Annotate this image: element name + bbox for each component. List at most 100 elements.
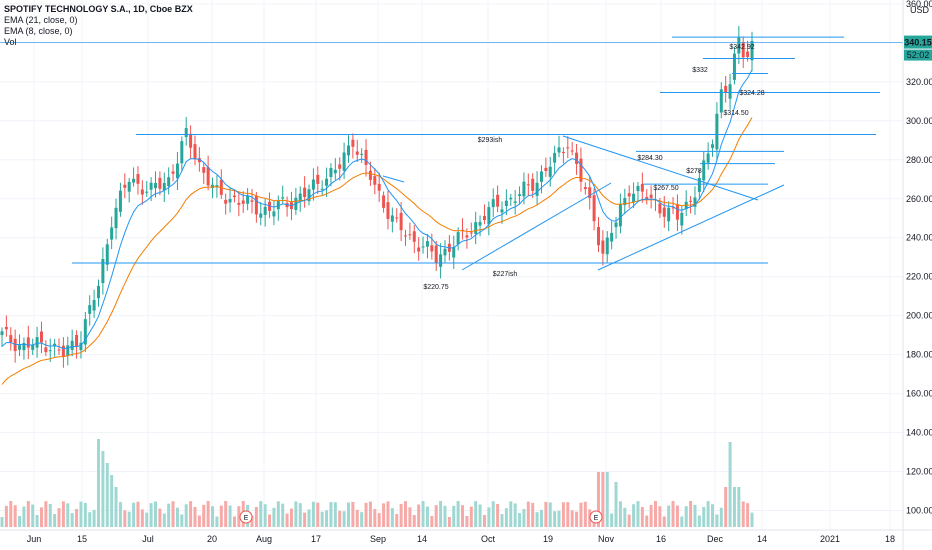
volume-bar (478, 504, 482, 527)
candle-body (298, 193, 302, 202)
candle-body (35, 337, 39, 348)
candle-body (724, 85, 728, 93)
volume-bar (557, 510, 561, 527)
volume-bar (276, 501, 280, 527)
price-annotation: $342.92 (729, 44, 754, 51)
volume-bar (346, 502, 350, 527)
time-tick-label: Nov (598, 534, 615, 544)
time-axis[interactable]: Jun 15 Jul 20 Aug 17 Sep 14 Oct 19 Nov 16 Dec 14 2021 1… (27, 534, 895, 544)
candle-body (215, 185, 219, 188)
volume-bar (487, 507, 491, 527)
candle-body (632, 193, 636, 203)
symbol-title[interactable]: SPOTIFY TECHNOLOGY S.A., 1D, Cboe BZX (4, 4, 193, 14)
candle-body (241, 200, 245, 204)
candle-body (88, 305, 92, 314)
volume-bar (395, 514, 399, 527)
volume-bar (373, 509, 377, 527)
price-tick-label: 180.00 (906, 350, 932, 360)
time-tick-label: Dec (707, 534, 724, 544)
candle-body (162, 182, 166, 191)
candle-body (649, 194, 653, 198)
volume-bar (127, 511, 131, 527)
volume-bar (421, 501, 425, 527)
candle-body (325, 178, 329, 186)
candle-body (675, 204, 679, 220)
volume-bar (711, 504, 715, 527)
time-tick-label: 14 (417, 534, 427, 544)
candle-body (548, 166, 552, 177)
volume-bar (531, 502, 535, 527)
volume-bar (66, 503, 70, 527)
volume-bar (509, 501, 513, 527)
volume-bar (535, 512, 539, 527)
candle-body (66, 345, 70, 357)
volume-bar (123, 510, 127, 527)
ema8-legend[interactable]: EMA (8, close, 0) (4, 26, 73, 36)
candle-body (211, 184, 215, 188)
volume-bar (443, 505, 447, 527)
volume-bar (377, 513, 381, 527)
price-tick-label: 200.00 (906, 311, 932, 321)
candle-body (461, 229, 465, 231)
price-tick-label: 300.00 (906, 116, 932, 126)
volume-bar (254, 506, 258, 527)
candle-body (149, 182, 153, 190)
volume-bar (4, 505, 8, 527)
candle-body (175, 163, 179, 179)
candle-body (623, 198, 627, 206)
volume-bar (504, 508, 508, 527)
candle-body (566, 147, 570, 149)
candle-body (259, 213, 263, 218)
volume-bar (627, 514, 631, 527)
candle-body (338, 164, 342, 169)
candle-body (478, 221, 482, 226)
candle-body (715, 113, 719, 150)
candle-body (101, 259, 105, 284)
candle-body (136, 174, 140, 184)
candle-body (588, 187, 592, 199)
volume-bar (649, 504, 653, 527)
candle-body (509, 197, 513, 200)
volume-bar (728, 442, 732, 527)
candle-body (750, 40, 754, 61)
candle-body (443, 248, 447, 256)
volume-bar (285, 513, 289, 527)
earnings-marker-icon (239, 510, 253, 524)
candle-body (193, 144, 197, 160)
candle-body (0, 331, 4, 336)
volume-bar (320, 511, 324, 527)
ema21-legend[interactable]: EMA (21, close, 0) (4, 15, 78, 25)
volume-bar (110, 475, 114, 527)
volume-bar (697, 515, 701, 527)
candle-body (561, 152, 565, 154)
time-tick-label: 20 (207, 534, 217, 544)
price-annotation: $324.28 (739, 90, 764, 97)
candle-body (487, 207, 491, 225)
volume-bar (211, 506, 215, 527)
time-tick-label: 15 (77, 534, 87, 544)
volume-bar (70, 513, 74, 527)
volume-bar (680, 516, 684, 527)
candle-body (382, 195, 386, 208)
volume-bar (632, 504, 636, 527)
candle-body (689, 200, 693, 202)
volume-bar (544, 501, 548, 527)
volume-bar (417, 504, 421, 527)
time-tick-label: 2021 (820, 534, 840, 544)
price-tick-label: 360.00 (906, 0, 932, 9)
candle-body (26, 337, 30, 348)
time-tick-label: Oct (481, 534, 496, 544)
volume-bar (250, 515, 254, 527)
volume-bar (101, 451, 105, 527)
candle-body (535, 182, 539, 196)
volume-legend[interactable]: Vol (4, 37, 17, 47)
candle-body (575, 152, 579, 164)
candle-body (189, 133, 193, 148)
candle-body (469, 232, 473, 234)
volume-bar (706, 501, 710, 527)
volume-bar (132, 502, 136, 527)
trend-line (597, 184, 785, 271)
